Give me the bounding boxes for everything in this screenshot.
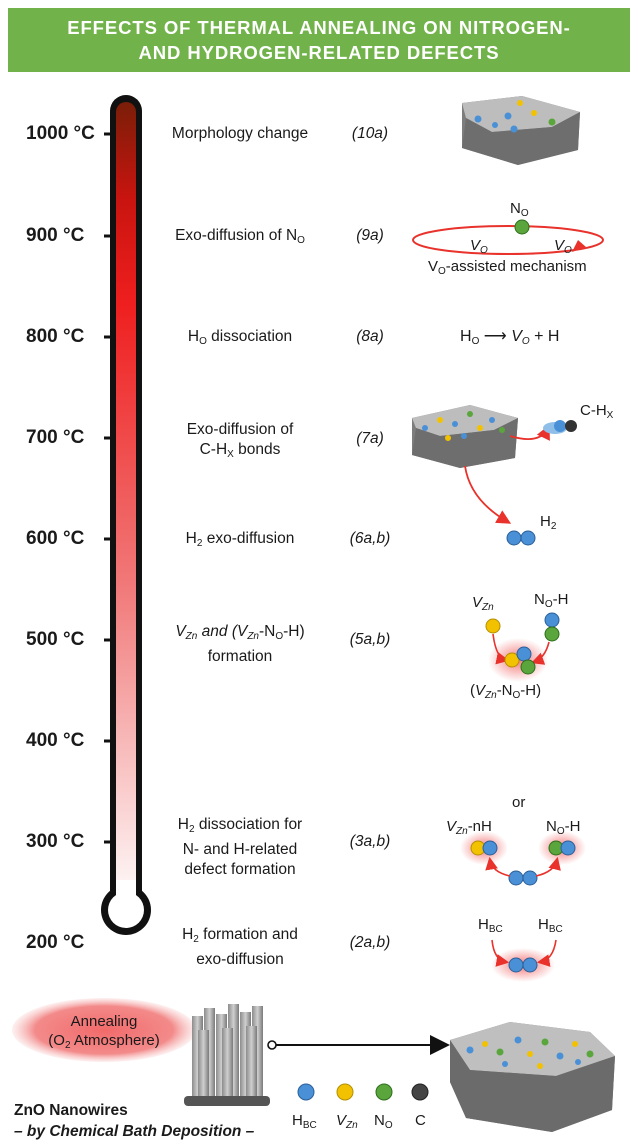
temp-600: 600 °C <box>26 528 85 549</box>
temp-700: 700 °C <box>26 427 85 448</box>
legend-no: NO <box>374 1112 393 1131</box>
step-7-desc: Exo-diffusion of C-HX bonds <box>186 421 294 460</box>
thermometer-ticks <box>104 132 116 844</box>
temp-900: 900 °C <box>26 225 85 246</box>
annealing-ellipse <box>12 998 196 1062</box>
title-line-1: EFFECTS OF THERMAL ANNEALING ON NITROGEN… <box>67 17 571 38</box>
step-8-desc: HO dissociation <box>187 328 293 347</box>
step-10-eq: (10a) <box>351 125 389 142</box>
nanowire-slab-chx <box>412 405 577 546</box>
temp-500: 500 °C <box>26 629 85 650</box>
temp-400: 400 °C <box>26 730 85 751</box>
h2-formation <box>491 939 557 982</box>
step-3-desc: H2 dissociation for N- and H-related def… <box>177 816 303 878</box>
vo-mechanism-label: VO-assisted mechanism <box>428 258 587 277</box>
noh-label: NO-H <box>534 591 569 610</box>
legend-vzn: VZn <box>336 1112 358 1131</box>
legend-hbc: HBC <box>292 1112 317 1131</box>
title-banner: EFFECTS OF THERMAL ANNEALING ON NITROGEN… <box>8 8 630 72</box>
no-label: NO <box>510 200 529 219</box>
vo-right-label: VO <box>554 237 572 256</box>
temp-800: 800 °C <box>26 326 85 347</box>
step-5-eq: (5a,b) <box>349 631 391 648</box>
process-arrow <box>267 1035 450 1055</box>
step-2-desc: H2 formation and exo-diffusion <box>182 926 298 968</box>
legend-spheres <box>297 1083 429 1101</box>
thermometer <box>101 95 151 935</box>
nanowire-array <box>184 1004 270 1106</box>
step-7-eq: (7a) <box>356 430 384 447</box>
hbc-right-label: HBC <box>538 916 563 935</box>
step-3-eq: (3a,b) <box>349 833 391 850</box>
step-5-desc: VZn and (VZn-NO-H) formation <box>175 623 305 665</box>
annealing-label: Annealing (O2 Atmosphere) <box>48 1013 160 1051</box>
noh2-label: NO-H <box>546 818 581 837</box>
complex-label: (VZn-NO-H) <box>470 682 542 701</box>
chx-label: C-HX <box>580 402 614 421</box>
nanowire-slab-bottom <box>450 1022 615 1132</box>
cbd-subtitle: – by Chemical Bath Deposition – <box>14 1123 255 1140</box>
legend-c: C <box>415 1112 426 1129</box>
h2-label: H2 <box>540 513 557 532</box>
vzn-no-h-complex <box>485 612 560 682</box>
temp-200: 200 °C <box>26 932 85 953</box>
temp-300: 300 °C <box>26 831 85 852</box>
step-9-desc: Exo-diffusion of NO <box>175 227 305 246</box>
nanowire-slab-morphology <box>462 96 580 165</box>
or-label: or <box>512 794 526 811</box>
vzn-nh-label: VZn-nH <box>446 818 492 837</box>
step-10-desc: Morphology change <box>171 125 309 142</box>
step-6-desc: H2 exo-diffusion <box>185 530 295 549</box>
temp-1000: 1000 °C <box>26 123 95 144</box>
step-2-eq: (2a,b) <box>349 934 391 951</box>
title-line-2: AND HYDROGEN-RELATED DEFECTS <box>138 42 500 63</box>
vo-left-label: VO <box>470 237 488 256</box>
zno-nanowires-title: ZnO Nanowires <box>14 1102 128 1119</box>
vo-assisted-mechanism <box>412 219 604 255</box>
ho-equation: HO ⟶ VO + H <box>460 328 560 347</box>
step-9-eq: (9a) <box>356 227 384 244</box>
step-6-eq: (6a,b) <box>349 530 391 547</box>
h2-dissociation <box>460 831 586 886</box>
step-8-eq: (8a) <box>356 328 384 345</box>
hbc-left-label: HBC <box>478 916 503 935</box>
vzn-label: VZn <box>472 594 494 613</box>
